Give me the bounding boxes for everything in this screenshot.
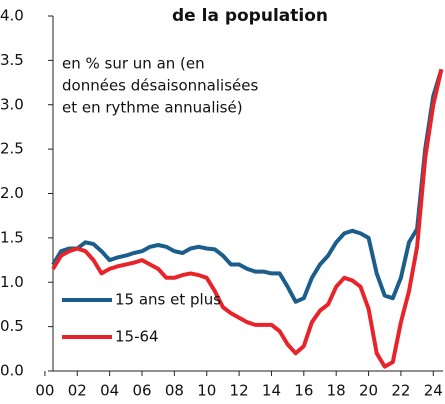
chart-title: de la population — [172, 6, 328, 26]
legend-label: 15-64 — [115, 328, 159, 346]
data-line — [51, 68, 444, 304]
x-tick-label: 10 — [197, 382, 216, 400]
x-tick-label: 04 — [100, 382, 119, 400]
annotation: en % sur un an (en — [62, 55, 205, 73]
y-tick-label: 0.0 — [0, 362, 24, 380]
x-tick-label: 00 — [35, 382, 54, 400]
y-tick-label: 3.5 — [0, 51, 24, 69]
x-tick-label: 12 — [230, 382, 249, 400]
x-tick-label: 02 — [68, 382, 87, 400]
x-tick-label: 24 — [424, 382, 443, 400]
y-tick-label: 2.5 — [0, 140, 24, 158]
x-tick-label: 16 — [294, 382, 313, 400]
x-tick-label: 18 — [327, 382, 346, 400]
y-tick-label: 1.5 — [0, 228, 24, 246]
x-tick-label: 08 — [165, 382, 184, 400]
data-line — [51, 68, 444, 369]
x-tick-label: 14 — [262, 382, 281, 400]
y-tick-label: 0.5 — [0, 317, 24, 335]
legend-label: 15 ans et plus — [115, 291, 221, 309]
y-tick-label: 1.0 — [0, 273, 24, 291]
annotation: et en rythme annualisé) — [62, 99, 243, 117]
x-tick-label: 20 — [359, 382, 378, 400]
y-tick-label: 2.0 — [0, 184, 24, 202]
x-tick-label: 06 — [132, 382, 151, 400]
y-tick-label: 4.0 — [0, 7, 24, 25]
y-tick-label: 3.0 — [0, 95, 24, 113]
x-tick-label: 22 — [391, 382, 410, 400]
annotation: données désaisonnalisées — [62, 77, 258, 95]
